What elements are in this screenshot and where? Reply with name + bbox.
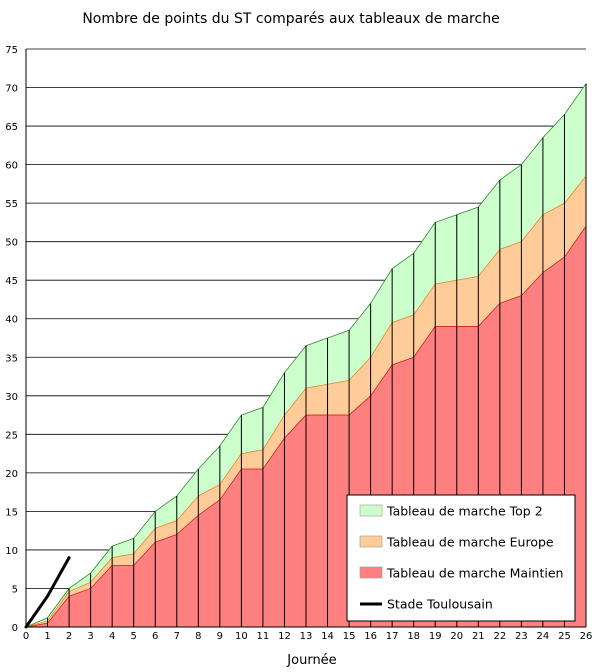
y-tick-label-50: 50 bbox=[5, 238, 18, 249]
y-tick-label-70: 70 bbox=[5, 84, 18, 95]
x-tick-label-12: 12 bbox=[278, 631, 291, 642]
x-tick-label-13: 13 bbox=[300, 631, 313, 642]
axes bbox=[25, 49, 586, 628]
y-tick-label-45: 45 bbox=[5, 276, 18, 287]
y-tick-label-15: 15 bbox=[5, 507, 18, 518]
x-tick-label-3: 3 bbox=[87, 631, 93, 642]
legend-label-0: Tableau de marche Top 2 bbox=[386, 504, 543, 519]
y-tick-label-40: 40 bbox=[5, 315, 18, 326]
y-tick-labels: 0 5 10 15 20 25 30 35 40 45 50 55 60 65 70 75 bbox=[5, 45, 18, 634]
x-tick-label-18: 18 bbox=[407, 631, 420, 642]
chart-title: Nombre de points du ST comparés aux tabl… bbox=[82, 11, 499, 27]
x-tick-label-21: 21 bbox=[472, 631, 485, 642]
x-tick-label-5: 5 bbox=[131, 631, 137, 642]
x-tick-label-4: 4 bbox=[109, 631, 115, 642]
x-tick-label-6: 6 bbox=[152, 631, 158, 642]
x-tick-label-20: 20 bbox=[450, 631, 463, 642]
x-tick-label-23: 23 bbox=[515, 631, 528, 642]
x-tick-label-15: 15 bbox=[343, 631, 356, 642]
x-tick-label-19: 19 bbox=[429, 631, 442, 642]
legend-label-2: Tableau de marche Maintien bbox=[386, 566, 563, 581]
legend-swatch-0 bbox=[359, 504, 383, 517]
x-axis-title: Journée bbox=[286, 653, 336, 668]
legend-box bbox=[346, 494, 576, 622]
divider-layer bbox=[47, 83, 587, 627]
x-tick-label-14: 14 bbox=[321, 631, 334, 642]
y-tick-label-10: 10 bbox=[5, 546, 18, 557]
x-tick-label-16: 16 bbox=[364, 631, 377, 642]
line-series-0 bbox=[24, 556, 71, 629]
legend: Tableau de marche Top 2 Tableau de marche… bbox=[346, 494, 576, 622]
y-tick-label-75: 75 bbox=[5, 45, 18, 56]
legend-swatch-2 bbox=[359, 566, 383, 579]
x-tick-label-22: 22 bbox=[493, 631, 506, 642]
x-tick-label-10: 10 bbox=[235, 631, 248, 642]
x-tick-label-1: 1 bbox=[44, 631, 50, 642]
x-tick-label-2: 2 bbox=[66, 631, 72, 642]
y-tick-label-65: 65 bbox=[5, 122, 18, 133]
x-tick-label-24: 24 bbox=[537, 631, 550, 642]
x-tick-label-11: 11 bbox=[257, 631, 270, 642]
x-tick-labels: 0 1 2 3 4 5 6 7 8 9 10 11 12 13 14 15 16 17 18 19 20 21 22 23 24… bbox=[23, 631, 593, 642]
x-tick-label-7: 7 bbox=[174, 631, 180, 642]
x-tick-label-25: 25 bbox=[558, 631, 571, 642]
y-tick-label-25: 25 bbox=[5, 430, 18, 441]
x-tick-label-17: 17 bbox=[386, 631, 399, 642]
legend-label-1: Tableau de marche Europe bbox=[386, 535, 554, 550]
y-tick-label-35: 35 bbox=[5, 353, 18, 364]
y-tick-label-30: 30 bbox=[5, 392, 18, 403]
legend-label-3: Stade Toulousain bbox=[387, 597, 493, 612]
x-tick-label-0: 0 bbox=[23, 631, 29, 642]
y-tick-label-5: 5 bbox=[12, 584, 18, 595]
y-tick-label-20: 20 bbox=[5, 469, 18, 480]
legend-swatch-1 bbox=[359, 535, 383, 548]
y-tick-label-60: 60 bbox=[5, 161, 18, 172]
line-layer bbox=[24, 556, 71, 629]
y-tick-label-0: 0 bbox=[12, 623, 18, 634]
x-tick-label-26: 26 bbox=[580, 631, 593, 642]
y-tick-label-55: 55 bbox=[5, 199, 18, 210]
x-tick-label-9: 9 bbox=[217, 631, 223, 642]
x-tick-label-8: 8 bbox=[195, 631, 201, 642]
